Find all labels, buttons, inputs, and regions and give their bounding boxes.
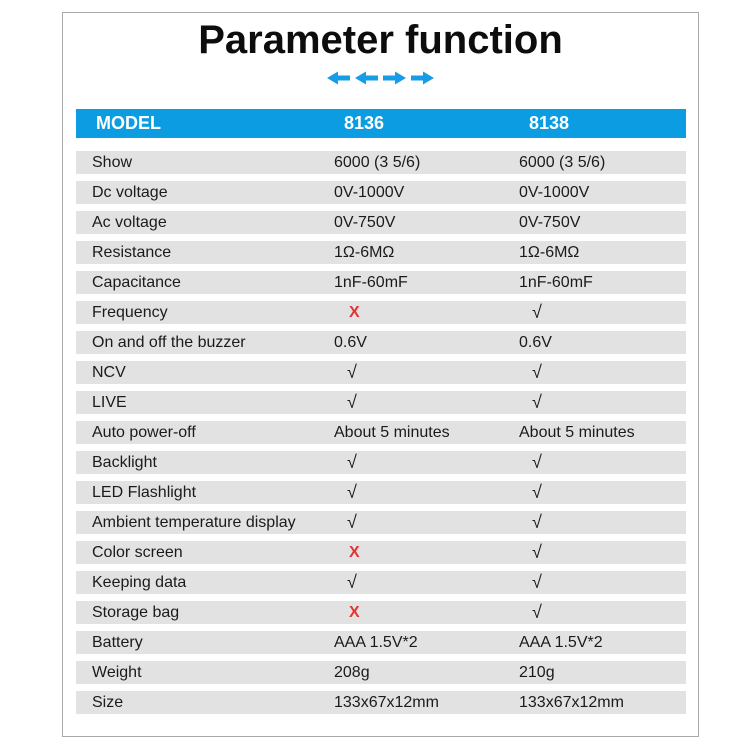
row-label: Show — [92, 153, 133, 171]
row-value-8138: √ — [532, 452, 542, 472]
row-label: LIVE — [92, 393, 127, 411]
row-label: Backlight — [92, 453, 157, 471]
row-value-8138: 6000 (3 5/6) — [519, 153, 606, 171]
row-value-8136: 0V-1000V — [334, 183, 405, 201]
row-value-8136: About 5 minutes — [334, 423, 450, 441]
row-value-8136: √ — [347, 482, 357, 502]
row-value-8136: 208g — [334, 663, 370, 681]
table-row: Size 133x67x12mm 133x67x12mm — [76, 691, 686, 714]
row-value-8138: 1nF-60mF — [519, 273, 593, 291]
header-model-8136: 8136 — [344, 113, 385, 133]
row-label: Frequency — [92, 303, 168, 321]
table-row: Ac voltage 0V-750V 0V-750V — [76, 211, 686, 234]
table-header-row: MODEL 8136 8138 — [76, 109, 686, 138]
row-value-8138: √ — [532, 602, 542, 622]
row-value-8138: AAA 1.5V*2 — [519, 633, 603, 651]
row-label: Color screen — [92, 543, 183, 561]
row-label: Auto power-off — [92, 423, 196, 441]
page-title: Parameter function — [198, 18, 563, 62]
arrow-right-icon — [383, 71, 406, 85]
row-label: On and off the buzzer — [92, 333, 246, 351]
table-row: Dc voltage 0V-1000V 0V-1000V — [76, 181, 686, 204]
table-row: Auto power-off About 5 minutes About 5 m… — [76, 421, 686, 444]
row-label: NCV — [92, 363, 126, 381]
row-value-8136: X — [349, 603, 360, 621]
row-label: Dc voltage — [92, 183, 168, 201]
arrow-right-icon — [411, 71, 434, 85]
row-value-8138: 0.6V — [519, 333, 552, 351]
table-row: LED Flashlight √ √ — [76, 481, 686, 504]
row-value-8136: √ — [347, 572, 357, 592]
row-value-8138: √ — [532, 392, 542, 412]
row-label: Ambient temperature display — [92, 513, 296, 531]
table-row: Resistance 1Ω-6MΩ 1Ω-6MΩ — [76, 241, 686, 264]
row-label: Keeping data — [92, 573, 187, 591]
row-value-8138: 0V-750V — [519, 213, 581, 231]
row-label: Storage bag — [92, 603, 180, 621]
row-value-8136: X — [349, 303, 360, 321]
row-value-8138: √ — [532, 572, 542, 592]
table-row: Keeping data √ √ — [76, 571, 686, 594]
row-value-8138: √ — [532, 302, 542, 322]
table-row: Show 6000 (3 5/6) 6000 (3 5/6) — [76, 151, 686, 174]
table-row: Color screen X √ — [76, 541, 686, 564]
row-value-8138: About 5 minutes — [519, 423, 635, 441]
table-row: Storage bag X √ — [76, 601, 686, 624]
table-row: Battery AAA 1.5V*2 AAA 1.5V*2 — [76, 631, 686, 654]
header-model-label: MODEL — [96, 113, 161, 133]
spec-sheet: Parameter function MODEL 8136 8138 Show … — [62, 12, 699, 737]
table-row: Frequency X √ — [76, 301, 686, 324]
arrow-left-icon — [327, 71, 350, 85]
row-value-8136: AAA 1.5V*2 — [334, 633, 418, 651]
table-row: Ambient temperature display √ √ — [76, 511, 686, 534]
row-value-8138: √ — [532, 512, 542, 532]
row-label: Ac voltage — [92, 213, 167, 231]
row-value-8138: 210g — [519, 663, 555, 681]
table-row: LIVE √ √ — [76, 391, 686, 414]
row-value-8136: √ — [347, 392, 357, 412]
table-row: Weight 208g 210g — [76, 661, 686, 684]
arrows-decoration — [63, 71, 698, 85]
row-value-8136: 1nF-60mF — [334, 273, 408, 291]
row-label: Capacitance — [92, 273, 181, 291]
row-value-8136: 1Ω-6MΩ — [334, 243, 395, 261]
row-label: Resistance — [92, 243, 172, 261]
row-value-8138: 133x67x12mm — [519, 693, 624, 711]
row-value-8138: √ — [532, 362, 542, 382]
table-row: Capacitance 1nF-60mF 1nF-60mF — [76, 271, 686, 294]
row-value-8138: √ — [532, 482, 542, 502]
row-value-8136: 0V-750V — [334, 213, 396, 231]
table-row: Backlight √ √ — [76, 451, 686, 474]
row-value-8136: √ — [347, 362, 357, 382]
row-value-8136: 133x67x12mm — [334, 693, 439, 711]
row-label: Size — [92, 693, 124, 711]
table-body: Show 6000 (3 5/6) 6000 (3 5/6) Dc voltag… — [76, 151, 686, 721]
row-value-8136: 0.6V — [334, 333, 367, 351]
table-row: NCV √ √ — [76, 361, 686, 384]
row-value-8136: √ — [347, 452, 357, 472]
table-row: On and off the buzzer 0.6V 0.6V — [76, 331, 686, 354]
row-label: Battery — [92, 633, 143, 651]
arrow-left-icon — [355, 71, 378, 85]
row-value-8138: 0V-1000V — [519, 183, 590, 201]
row-value-8136: X — [349, 543, 360, 561]
row-value-8136: 6000 (3 5/6) — [334, 153, 421, 171]
row-value-8138: 1Ω-6MΩ — [519, 243, 580, 261]
row-label: LED Flashlight — [92, 483, 197, 501]
row-value-8136: √ — [347, 512, 357, 532]
header-model-8138: 8138 — [529, 113, 570, 133]
row-label: Weight — [92, 663, 142, 681]
row-value-8138: √ — [532, 542, 542, 562]
